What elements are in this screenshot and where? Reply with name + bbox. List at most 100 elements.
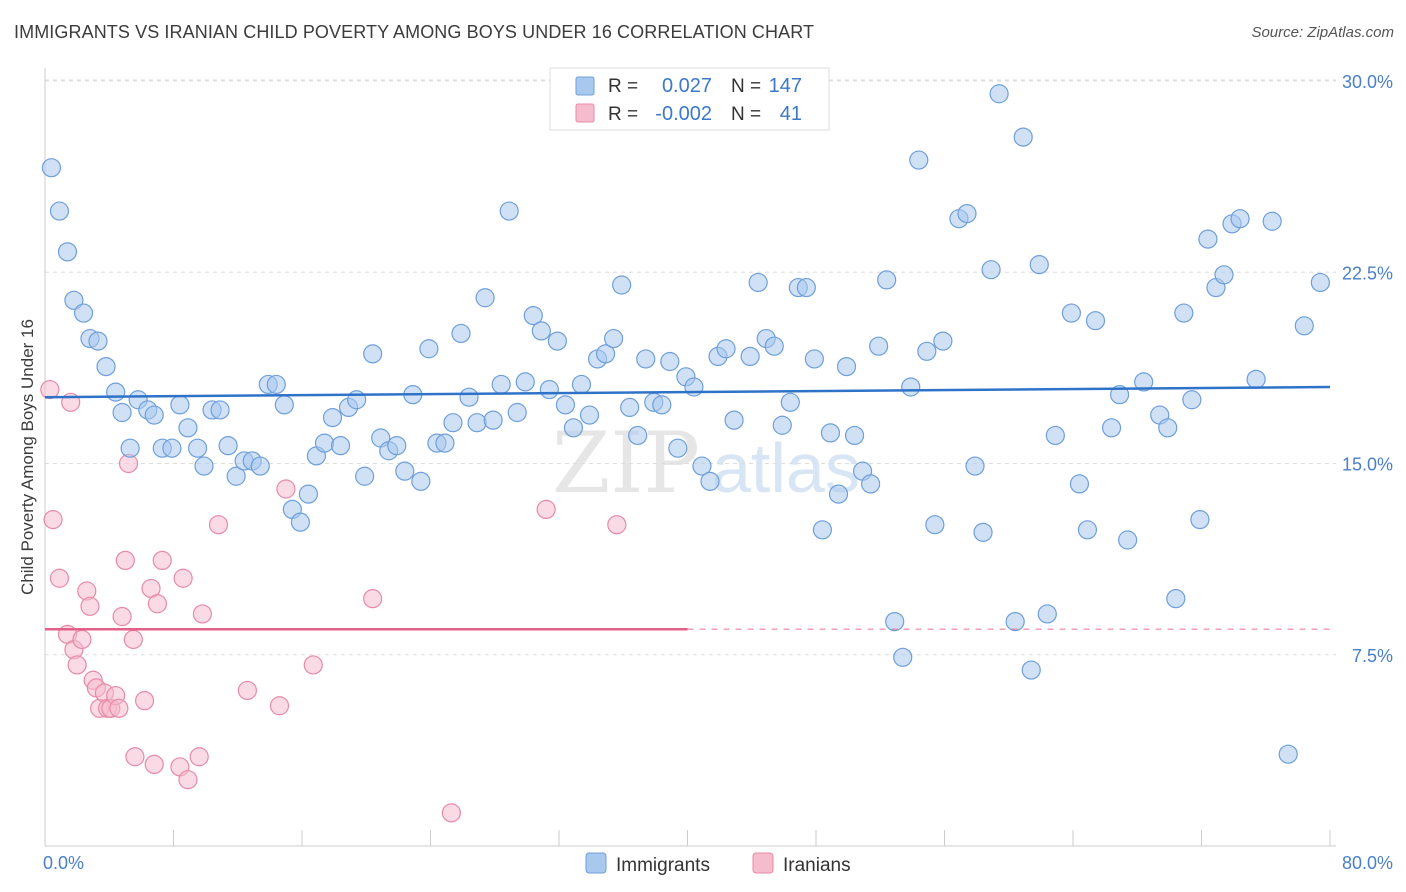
immigrants-point-35 bbox=[322, 408, 343, 428]
immigrants-point-23 bbox=[226, 466, 246, 486]
immigrants-point-145 bbox=[1294, 316, 1314, 336]
immigrants-point-130 bbox=[1134, 372, 1154, 392]
immigrants-point-141 bbox=[1230, 209, 1250, 229]
immigrants-point-53 bbox=[467, 413, 487, 433]
immigrants-r-value: 0.027 bbox=[662, 75, 712, 97]
immigrants-point-144 bbox=[1278, 744, 1298, 764]
iranians-point-41 bbox=[607, 515, 627, 535]
iranians-point-31 bbox=[189, 747, 209, 767]
immigrants-points bbox=[41, 84, 1330, 764]
immigrants-point-137 bbox=[1198, 229, 1218, 249]
immigrants-bottom-swatch bbox=[585, 852, 607, 874]
immigrants-r-label: R = bbox=[608, 76, 638, 97]
immigrants-point-82 bbox=[700, 471, 720, 491]
iranians-point-9 bbox=[80, 596, 100, 616]
immigrants-point-112 bbox=[957, 204, 977, 224]
immigrants-point-18 bbox=[187, 438, 208, 458]
immigrants-point-124 bbox=[1069, 474, 1090, 494]
immigrants-point-46 bbox=[411, 471, 431, 491]
immigrants-point-50 bbox=[443, 413, 463, 433]
immigrants-point-119 bbox=[1021, 660, 1041, 680]
chart-title: IMMIGRANTS VS IRANIAN CHILD POVERTY AMON… bbox=[14, 22, 815, 42]
grid-lines bbox=[45, 79, 1336, 656]
y-tick-label-0: 7.5% bbox=[1352, 646, 1393, 666]
immigrants-point-115 bbox=[981, 260, 1001, 280]
immigrants-point-67 bbox=[579, 405, 600, 425]
immigrants-point-52 bbox=[459, 387, 479, 407]
immigrants-point-29 bbox=[274, 395, 294, 415]
immigrants-point-3 bbox=[64, 290, 84, 310]
immigrants-legend-label: Immigrants bbox=[616, 855, 710, 876]
immigrants-point-31 bbox=[290, 512, 310, 532]
immigrants-point-98 bbox=[836, 357, 857, 377]
immigrants-point-43 bbox=[387, 436, 407, 456]
immigrants-point-59 bbox=[515, 372, 535, 392]
immigrants-point-39 bbox=[355, 466, 375, 486]
iranians-point-34 bbox=[237, 680, 257, 701]
iranians-point-27 bbox=[152, 550, 172, 571]
immigrants-point-21 bbox=[210, 400, 230, 420]
immigrants-point-69 bbox=[595, 344, 616, 364]
iranians-legend-swatch bbox=[575, 103, 595, 123]
immigrants-point-60 bbox=[523, 306, 543, 326]
immigrants-point-1 bbox=[49, 201, 70, 221]
iranians-point-39 bbox=[441, 803, 461, 823]
immigrants-point-6 bbox=[88, 331, 108, 351]
iranians-point-32 bbox=[192, 604, 213, 624]
iranians-point-0 bbox=[40, 379, 60, 400]
immigrants-point-96 bbox=[820, 423, 841, 443]
immigrants-point-134 bbox=[1174, 303, 1194, 323]
iranians-point-18 bbox=[112, 606, 132, 627]
immigrants-point-7 bbox=[96, 357, 116, 377]
immigrants-point-86 bbox=[740, 346, 760, 366]
y-tick-label-2: 22.5% bbox=[1342, 263, 1393, 283]
immigrants-point-118 bbox=[1013, 127, 1033, 147]
immigrants-point-121 bbox=[1037, 604, 1057, 624]
immigrants-point-63 bbox=[547, 331, 567, 351]
immigrants-point-117 bbox=[1005, 611, 1025, 632]
iranians-point-2 bbox=[43, 509, 63, 530]
immigrants-point-61 bbox=[531, 321, 551, 341]
immigrants-point-2 bbox=[57, 242, 78, 262]
immigrants-point-90 bbox=[772, 415, 792, 435]
immigrants-point-103 bbox=[877, 270, 897, 290]
immigrants-point-120 bbox=[1029, 255, 1049, 275]
immigrants-point-9 bbox=[112, 402, 132, 423]
axes bbox=[44, 68, 1336, 847]
immigrants-point-129 bbox=[1118, 530, 1138, 550]
immigrants-point-113 bbox=[965, 456, 985, 476]
immigrants-point-4 bbox=[73, 303, 94, 323]
immigrants-point-143 bbox=[1262, 211, 1282, 231]
immigrants-point-32 bbox=[298, 484, 319, 504]
trend-lines bbox=[44, 385, 1331, 631]
immigrants-point-97 bbox=[828, 484, 849, 504]
iranians-point-26 bbox=[147, 594, 168, 614]
immigrants-point-58 bbox=[507, 402, 527, 423]
iranians-n-value: 41 bbox=[780, 103, 802, 125]
immigrants-point-95 bbox=[812, 520, 833, 540]
immigrants-point-136 bbox=[1190, 509, 1210, 530]
immigrants-legend-swatch bbox=[575, 76, 595, 96]
immigrants-point-85 bbox=[724, 410, 744, 430]
immigrants-point-19 bbox=[194, 456, 214, 476]
immigrants-point-72 bbox=[620, 397, 640, 417]
immigrants-point-26 bbox=[250, 456, 270, 476]
immigrants-point-135 bbox=[1182, 390, 1202, 410]
iranians-legend-label: Iranians bbox=[783, 855, 851, 876]
immigrants-point-62 bbox=[539, 379, 559, 400]
immigrants-point-70 bbox=[604, 328, 624, 349]
immigrants-point-74 bbox=[636, 349, 656, 369]
series-legend: Immigrants Iranians bbox=[585, 852, 851, 876]
immigrants-point-101 bbox=[861, 474, 881, 494]
immigrants-point-125 bbox=[1077, 520, 1098, 540]
iranians-point-19 bbox=[115, 550, 135, 571]
iranians-point-21 bbox=[123, 629, 143, 650]
immigrants-point-34 bbox=[314, 433, 335, 453]
immigrants-point-57 bbox=[499, 201, 519, 221]
immigrants-point-8 bbox=[106, 382, 126, 402]
immigrants-point-36 bbox=[330, 436, 351, 456]
immigrants-point-104 bbox=[885, 611, 905, 632]
x-tick-labels: 0.0% 80.0% bbox=[43, 853, 1393, 873]
iranians-point-23 bbox=[134, 691, 155, 711]
immigrants-trend-line bbox=[44, 385, 1331, 399]
